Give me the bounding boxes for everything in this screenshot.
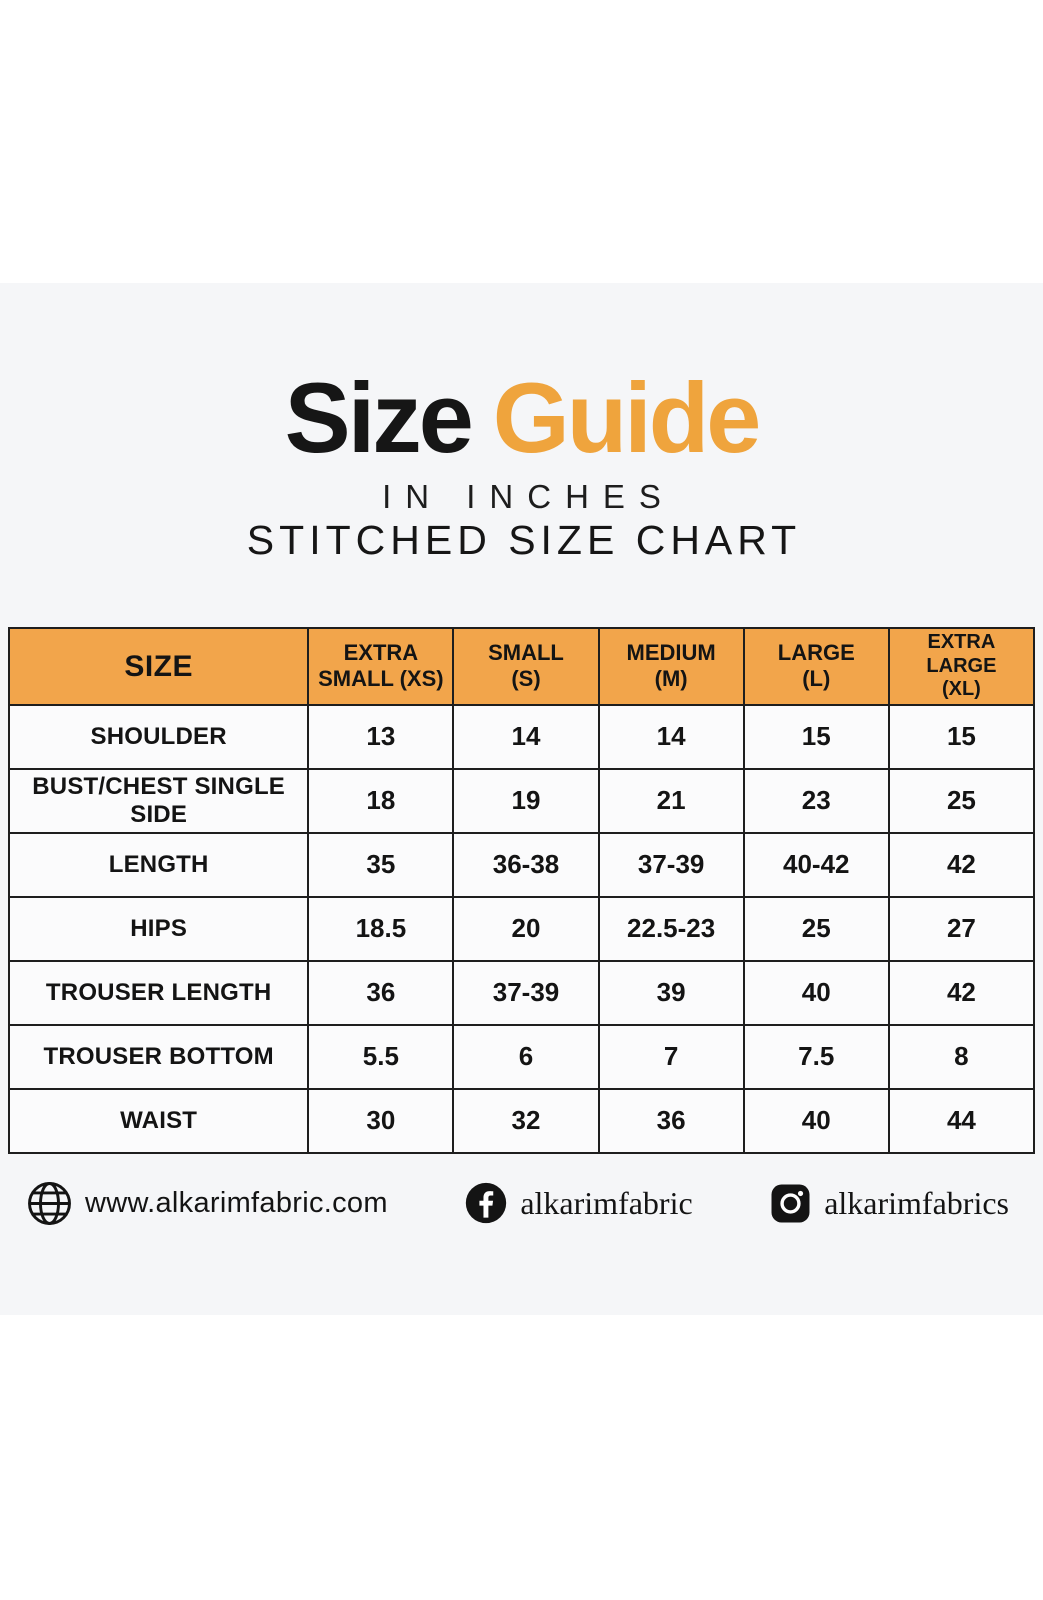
- footer: www.alkarimfabric.com alkarimfabric alka…: [0, 1176, 1043, 1230]
- size-chart-table: SIZE EXTRA SMALL (XS) SMALL (S) MEDIUM (M) …: [7, 627, 1036, 1154]
- instagram-icon: [769, 1182, 812, 1225]
- table-header-row: SIZE EXTRA SMALL (XS) SMALL (S) MEDIUM (M) …: [7, 627, 1036, 706]
- table-row-hips: HIPS 18.5 20 22.5-23 25 27: [7, 895, 1036, 962]
- size-value: 21: [597, 767, 745, 834]
- size-value: 37-39: [597, 831, 745, 898]
- size-value: 42: [887, 959, 1036, 1026]
- table-row-shoulder: SHOULDER 13 14 14 15 15: [7, 703, 1036, 770]
- table-row-waist: WAIST 30 32 36 40 44: [7, 1087, 1036, 1154]
- size-value: 25: [887, 767, 1036, 834]
- size-value: 8: [887, 1023, 1036, 1090]
- size-value: 15: [742, 703, 890, 770]
- size-value: 18.5: [307, 895, 455, 962]
- row-label: TROUSER LENGTH: [7, 959, 310, 1026]
- size-value: 42: [887, 831, 1036, 898]
- size-value: 30: [307, 1087, 455, 1154]
- row-label: HIPS: [7, 895, 310, 962]
- size-value: 5.5: [307, 1023, 455, 1090]
- size-value: 40: [742, 959, 890, 1026]
- facebook-handle-text: alkarimfabric: [520, 1184, 693, 1221]
- table-row-trouser-bottom: TROUSER BOTTOM 5.5 6 7 7.5 8: [7, 1023, 1036, 1090]
- size-value: 40: [742, 1087, 890, 1154]
- table-row-trouser-length: TROUSER LENGTH 36 37-39 39 40 42: [7, 959, 1036, 1026]
- footer-website: www.alkarimfabric.com: [26, 1180, 388, 1227]
- row-label: WAIST: [7, 1087, 310, 1154]
- website-text: www.alkarimfabric.com: [85, 1186, 388, 1219]
- size-value: 36: [307, 959, 455, 1026]
- size-value: 18: [307, 767, 455, 834]
- page-title-orange: Guide: [492, 362, 762, 473]
- globe-icon: [26, 1180, 73, 1227]
- size-value: 32: [452, 1087, 600, 1154]
- size-value: 39: [597, 959, 745, 1026]
- col-header-large: LARGE (L): [742, 627, 890, 706]
- table-row-length: LENGTH 35 36-38 37-39 40-42 42: [7, 831, 1036, 898]
- size-value: 23: [742, 767, 890, 834]
- size-value: 27: [887, 895, 1036, 962]
- row-label: TROUSER BOTTOM: [7, 1023, 310, 1090]
- size-value: 7.5: [742, 1023, 890, 1090]
- size-value: 44: [887, 1087, 1036, 1154]
- size-value: 35: [307, 831, 455, 898]
- size-value: 36: [597, 1087, 745, 1154]
- row-label: SHOULDER: [7, 703, 310, 770]
- size-value: 7: [597, 1023, 745, 1090]
- page-title: Size Guide: [0, 368, 1043, 467]
- size-value: 25: [742, 895, 890, 962]
- subtitle-units: IN INCHES: [382, 478, 675, 515]
- page-title-black: Size: [284, 362, 474, 473]
- col-header-medium: MEDIUM (M): [597, 627, 745, 706]
- size-value: 37-39: [452, 959, 600, 1026]
- row-label: LENGTH: [7, 831, 310, 898]
- table-row-bust-chest: BUST/CHEST SINGLE SIDE 18 19 21 23 25: [7, 767, 1036, 834]
- size-value: 19: [452, 767, 600, 834]
- row-label: BUST/CHEST SINGLE SIDE: [7, 767, 310, 834]
- footer-facebook: alkarimfabric: [464, 1181, 693, 1225]
- size-value: 22.5-23: [597, 895, 745, 962]
- size-value: 36-38: [452, 831, 600, 898]
- footer-instagram: alkarimfabrics: [769, 1182, 1009, 1225]
- subtitle-chart-name: STITCHED SIZE CHART: [246, 517, 802, 563]
- size-value: 20: [452, 895, 600, 962]
- size-value: 13: [307, 703, 455, 770]
- size-value: 14: [452, 703, 600, 770]
- size-value: 40-42: [742, 831, 890, 898]
- instagram-handle-text: alkarimfabrics: [824, 1184, 1009, 1221]
- col-header-small: SMALL (S): [452, 627, 600, 706]
- size-value: 14: [597, 703, 745, 770]
- col-header-size: SIZE: [7, 627, 310, 706]
- col-header-extra-small: EXTRA SMALL (XS): [307, 627, 455, 706]
- size-value: 6: [452, 1023, 600, 1090]
- facebook-icon: [464, 1181, 508, 1225]
- size-value: 15: [887, 703, 1036, 770]
- col-header-extra-large: EXTRA LARGE (XL): [887, 627, 1036, 706]
